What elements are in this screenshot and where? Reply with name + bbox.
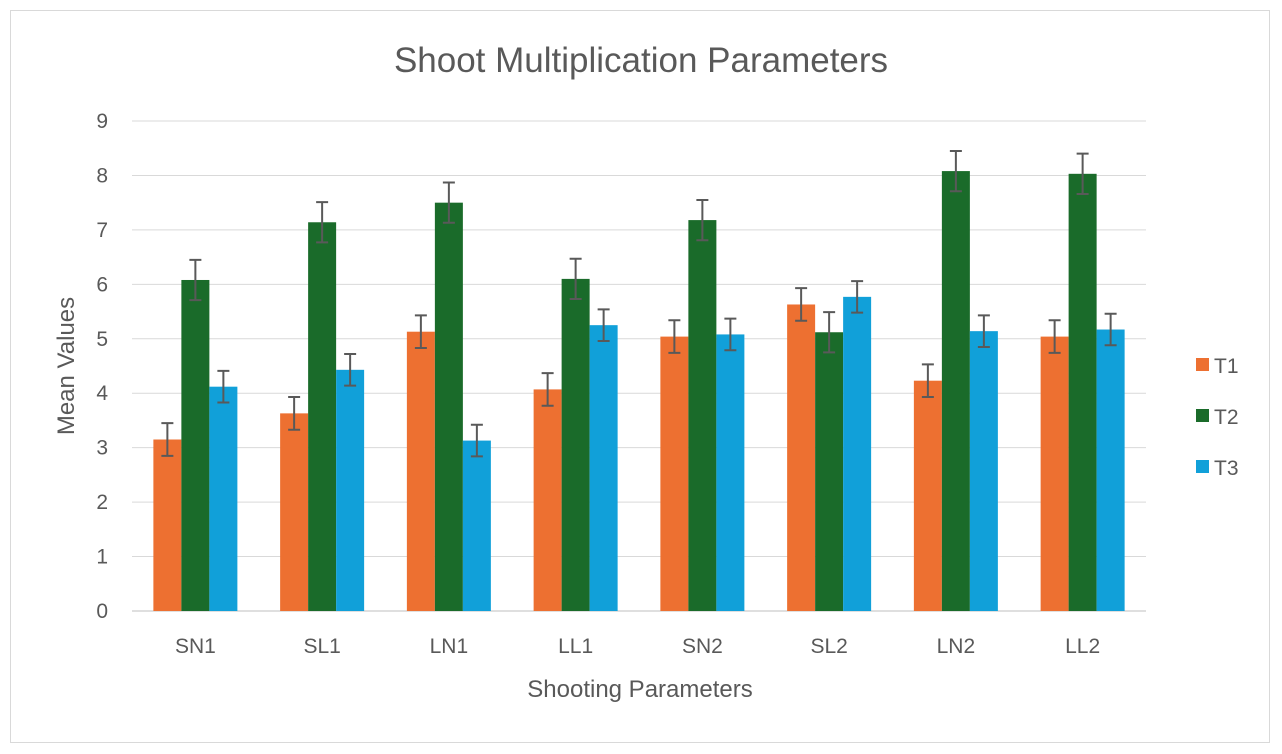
x-tick-label: LL1 (558, 635, 593, 658)
error-bar (949, 149, 962, 193)
y-axis-title: Mean Values (53, 297, 80, 435)
x-axis-ticks: SN1 SL1 LN1 LL1 SN2 SL2 LN2 LL2 (175, 635, 1100, 658)
error-bar (161, 422, 174, 457)
y-tick-label: 1 (96, 546, 108, 569)
bar-t1-ll2 (1040, 336, 1069, 611)
bar-t3-ll1 (589, 325, 618, 611)
error-bar (189, 258, 202, 302)
error-bar (288, 396, 301, 431)
y-tick-label: 2 (96, 491, 108, 514)
error-bar (823, 311, 836, 354)
y-tick-label: 9 (96, 110, 108, 133)
chart-title: Shoot Multiplication Parameters (394, 41, 888, 80)
y-tick-label: 7 (96, 219, 108, 242)
bar-t1-sl2 (787, 304, 816, 611)
y-tick-label: 5 (96, 328, 108, 351)
bar-t3-ll2 (1096, 329, 1125, 611)
x-tick-label: SN1 (175, 635, 216, 658)
legend-swatch-t1 (1196, 358, 1209, 371)
bar-t3-ln1 (462, 440, 491, 611)
bars (153, 171, 1125, 612)
bar-t3-sl1 (336, 369, 365, 611)
bar-t1-sn1 (153, 439, 182, 611)
error-bar (724, 317, 737, 352)
bar-t1-sn2 (660, 336, 689, 611)
bar-t1-ln1 (406, 331, 435, 611)
error-bar (1104, 312, 1117, 347)
error-bar (569, 257, 582, 301)
bar-t2-ll1 (561, 278, 590, 611)
x-tick-label: SL2 (810, 635, 847, 658)
bar-t1-ln2 (913, 380, 942, 611)
legend-label-t1: T1 (1214, 355, 1239, 378)
bar-t2-sn2 (688, 220, 717, 612)
error-bar (977, 314, 990, 348)
bar-t2-ll2 (1068, 173, 1097, 612)
error-bar (316, 201, 329, 244)
error-bar (344, 353, 357, 387)
legend-label-t2: T2 (1214, 406, 1239, 429)
error-bar (696, 198, 709, 242)
x-tick-label: LN2 (937, 635, 976, 658)
bar-t2-sl1 (308, 222, 337, 611)
legend-label-t3: T3 (1214, 457, 1239, 480)
error-bar (1076, 152, 1089, 195)
legend-swatch-t2 (1196, 409, 1209, 422)
y-tick-label: 6 (96, 273, 108, 296)
bar-t2-ln2 (941, 171, 970, 612)
x-tick-label: SN2 (682, 635, 723, 658)
error-bar (921, 363, 934, 399)
error-bar (851, 280, 864, 314)
y-axis-ticks: 0 1 2 3 4 5 6 7 8 9 (96, 110, 108, 623)
error-bar (217, 369, 230, 404)
error-bar (414, 314, 427, 350)
bar-t3-sn1 (209, 386, 238, 611)
x-tick-label: LN1 (430, 635, 469, 658)
bar-t3-ln2 (969, 331, 998, 611)
x-axis-title: Shooting Parameters (527, 676, 752, 703)
bar-t2-sl2 (815, 332, 844, 611)
legend: T1 T2 T3 (1196, 355, 1239, 480)
bar-t1-ll1 (533, 389, 562, 611)
legend-swatch-t3 (1196, 460, 1209, 473)
y-tick-label: 3 (96, 437, 108, 460)
y-tick-label: 8 (96, 164, 108, 187)
bar-t3-sl2 (843, 296, 872, 611)
error-bar (795, 287, 808, 322)
bar-t2-sn1 (181, 279, 210, 611)
bar-t1-sl1 (280, 413, 309, 611)
error-bar (470, 423, 483, 458)
bar-t2-ln1 (434, 202, 463, 611)
x-tick-label: LL2 (1065, 635, 1100, 658)
y-tick-label: 4 (96, 382, 108, 405)
x-tick-label: SL1 (303, 635, 340, 658)
error-bars (161, 149, 1117, 458)
error-bar (1048, 319, 1061, 354)
y-tick-label: 0 (96, 600, 108, 623)
error-bar (541, 372, 554, 407)
error-bar (668, 319, 681, 354)
error-bar (597, 308, 610, 342)
bar-t3-sn2 (716, 334, 745, 611)
error-bar (442, 181, 455, 224)
